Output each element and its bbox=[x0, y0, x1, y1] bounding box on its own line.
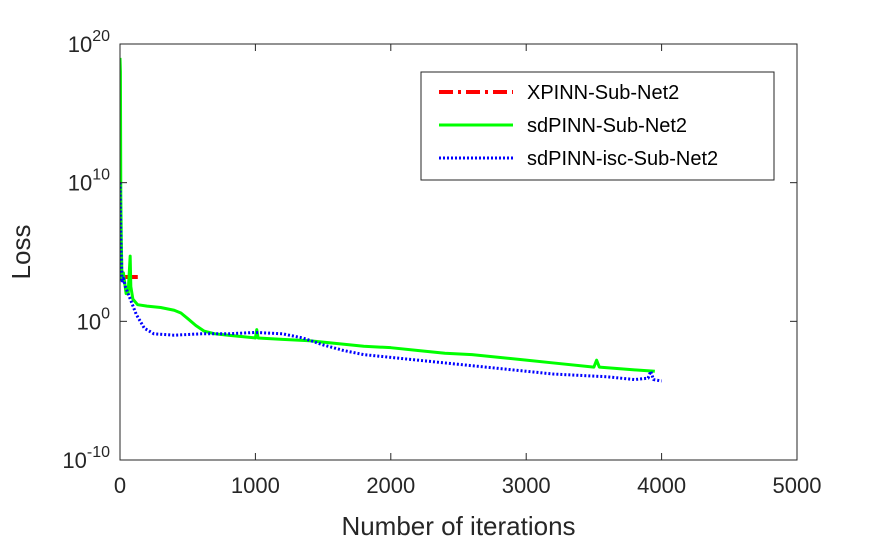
y-tick-label: 1010 bbox=[68, 167, 110, 196]
x-tick-label: 0 bbox=[114, 473, 126, 498]
legend-label-2: sdPINN-Sub-Net2 bbox=[527, 115, 687, 137]
y-tick-label: 10-10 bbox=[62, 444, 110, 473]
legend: XPINN-Sub-Net2 sdPINN-Sub-Net2 sdPINN-isc-… bbox=[420, 71, 775, 181]
y-tick-label: 1020 bbox=[68, 28, 110, 57]
legend-label-1: XPINN-Sub-Net2 bbox=[527, 82, 679, 104]
y-axis: 10-10 100 1010 1020 bbox=[62, 28, 797, 473]
x-tick-label: 2000 bbox=[366, 473, 415, 498]
legend-label-3: sdPINN-isc-Sub-Net2 bbox=[527, 148, 718, 170]
x-tick-label: 4000 bbox=[637, 473, 686, 498]
series-layer bbox=[120, 57, 662, 383]
series-line-3 bbox=[120, 182, 662, 383]
x-axis-label: Number of iterations bbox=[341, 511, 575, 541]
x-axis: 0 1000 2000 3000 4000 5000 bbox=[114, 44, 822, 498]
x-tick-label: 5000 bbox=[773, 473, 822, 498]
x-tick-label: 1000 bbox=[231, 473, 280, 498]
x-tick-label: 3000 bbox=[502, 473, 551, 498]
y-axis-label: Loss bbox=[6, 225, 36, 280]
plot-frame bbox=[119, 43, 798, 461]
y-tick-label: 100 bbox=[77, 305, 110, 334]
